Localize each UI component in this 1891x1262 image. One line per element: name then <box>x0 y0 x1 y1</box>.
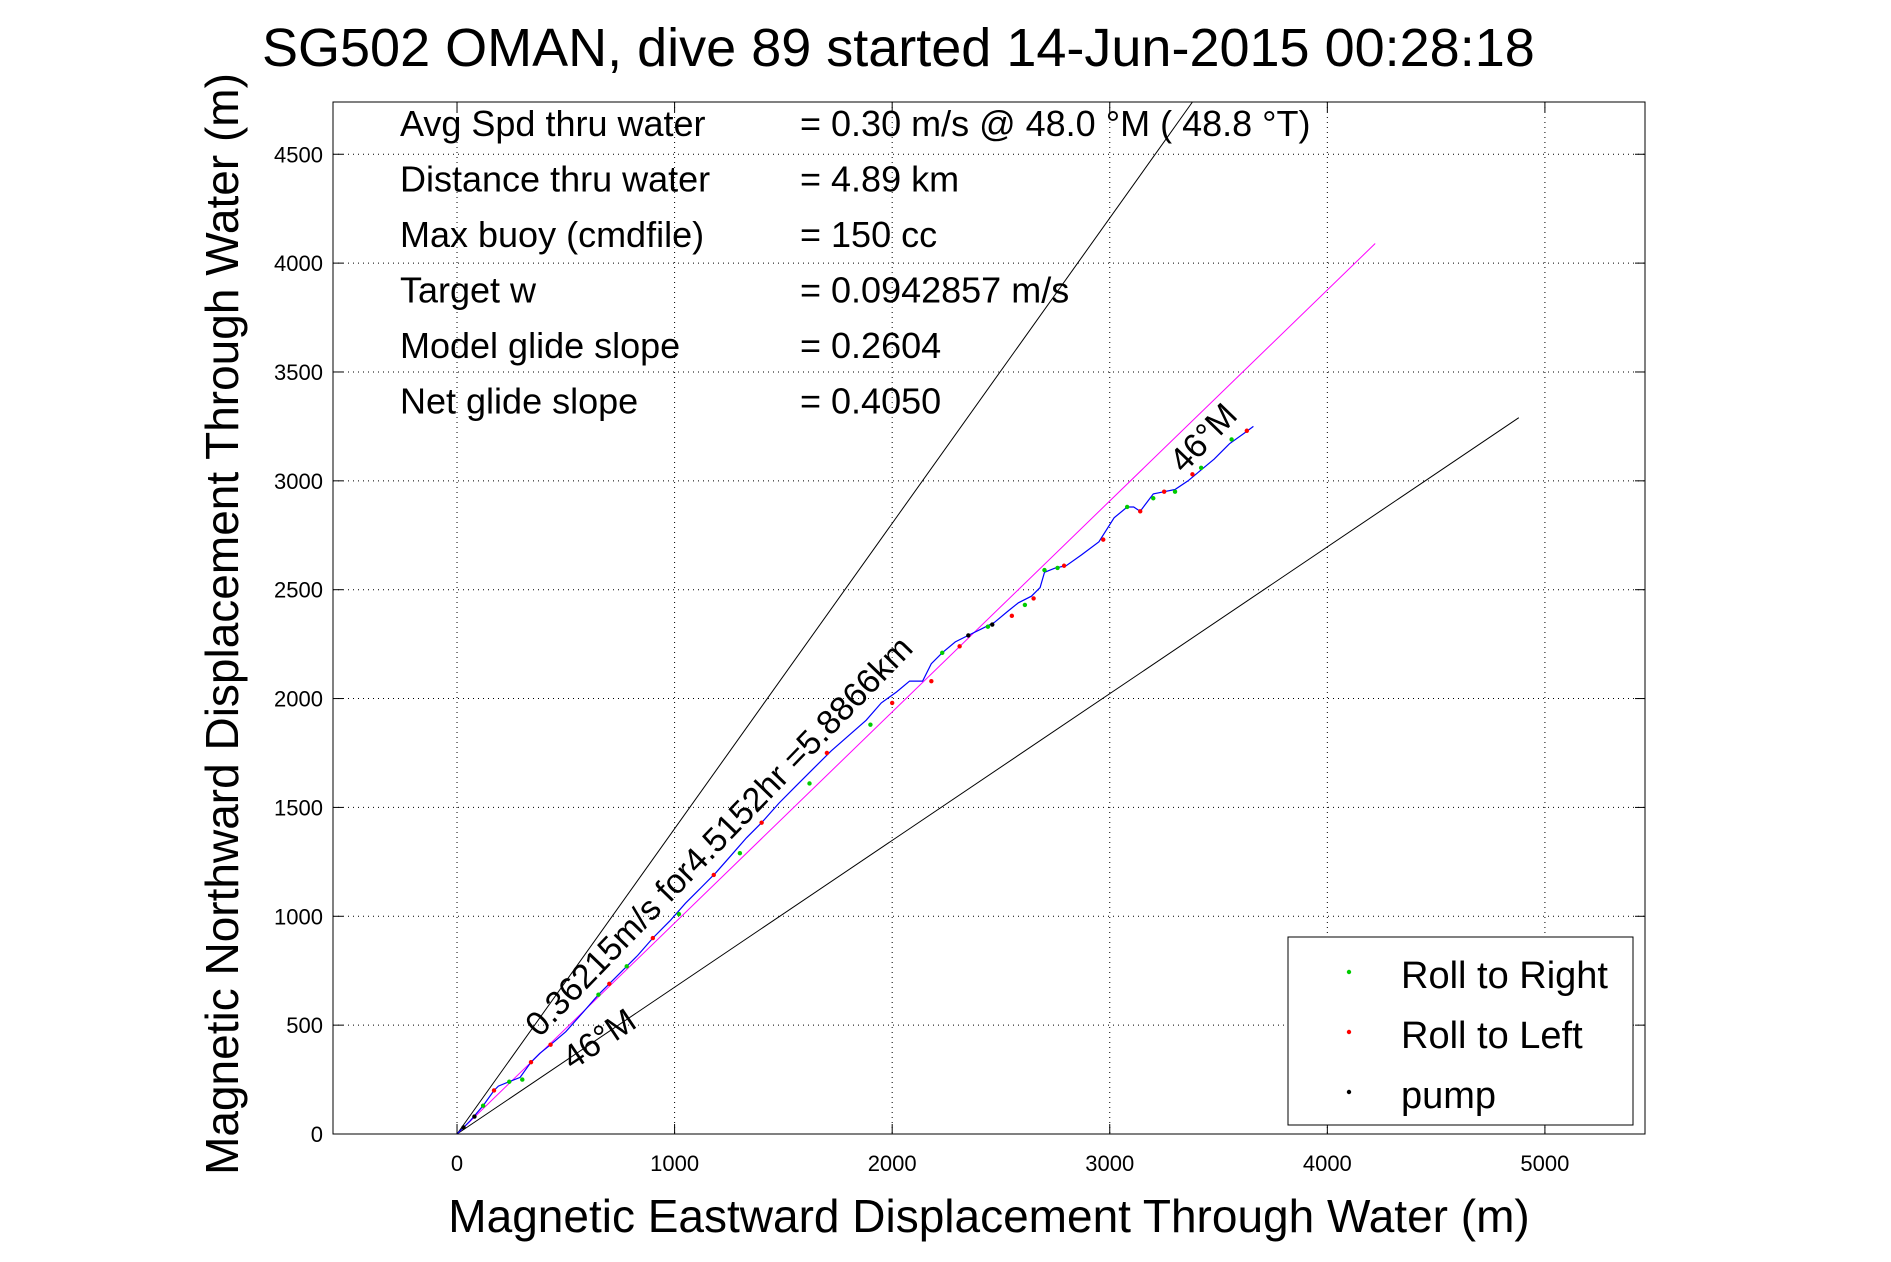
legend-label: pump <box>1401 1075 1496 1117</box>
roll-to-left-point <box>1101 537 1106 542</box>
y-tick-label: 4500 <box>274 142 323 167</box>
x-tick-label: 4000 <box>1303 1151 1352 1176</box>
stat-value: = 0.4050 <box>800 381 941 422</box>
roll-to-left-point <box>607 981 612 986</box>
legend-label: Roll to Left <box>1401 1015 1583 1057</box>
roll-to-right-point <box>676 911 682 917</box>
plot-frame <box>332 101 1646 1135</box>
y-tick-label: 1500 <box>274 795 323 820</box>
stat-label: Target w <box>400 270 537 311</box>
y-tick-label: 0 <box>311 1122 323 1147</box>
reference-line <box>456 417 1520 1135</box>
reference-line <box>456 101 1193 1135</box>
roll-to-left-point <box>824 750 830 756</box>
legend-marker <box>1346 1089 1352 1095</box>
stat-value: = 4.89 km <box>800 159 959 200</box>
x-tick-label: 0 <box>451 1151 463 1176</box>
stat-label: Model glide slope <box>400 325 680 366</box>
stat-label: Avg Spd thru water <box>400 103 706 144</box>
roll-to-left-point <box>759 820 764 825</box>
roll-to-left-point <box>957 644 962 649</box>
x-tick-label: 2000 <box>868 1151 917 1176</box>
y-tick-label: 2000 <box>274 687 323 712</box>
roll-to-left-point <box>1009 613 1015 619</box>
legend: Roll to Right Roll to Left pump <box>1287 936 1634 1126</box>
y-tick-label: 500 <box>286 1013 323 1038</box>
roll-to-right-point <box>737 850 743 856</box>
legend-marker <box>1346 969 1352 975</box>
stat-label: Max buoy (cmdfile) <box>400 214 704 255</box>
pump-point <box>966 633 971 638</box>
roll-to-right-point <box>868 722 873 727</box>
roll-to-right-point <box>1042 567 1047 573</box>
series-layer <box>456 425 1254 1135</box>
pump-point <box>461 1125 466 1130</box>
roll-to-left-point <box>1031 596 1036 601</box>
stat-value: = 0.0942857 m/s <box>800 270 1069 311</box>
roll-to-left-point <box>711 872 716 878</box>
roll-to-right-point <box>1198 465 1204 470</box>
roll-to-right-point <box>1055 565 1060 571</box>
y-tick-label: 3500 <box>274 360 323 385</box>
roll-to-right-point <box>624 964 629 969</box>
roll-to-right-point <box>940 650 945 656</box>
roll-to-right-point <box>596 992 601 997</box>
roll-to-left-point <box>528 1059 534 1065</box>
roll-to-right-point <box>1124 504 1130 510</box>
chart-title: SG502 OMAN, dive 89 started 14-Jun-2015 … <box>262 18 1535 78</box>
y-tick-label: 1000 <box>274 904 323 929</box>
roll-to-left-point <box>1244 428 1250 433</box>
roll-to-right-point <box>480 1103 486 1108</box>
roll-to-left-point <box>491 1088 497 1093</box>
legend-marker <box>1346 1029 1352 1035</box>
legend-label: Roll to Right <box>1401 955 1608 997</box>
pump-point <box>472 1114 477 1119</box>
stats-block: Avg Spd thru water = 0.30 m/s @ 48.0 °M (… <box>400 103 1311 422</box>
roll-to-right-point <box>520 1077 525 1082</box>
roll-to-right-point <box>985 624 991 629</box>
roll-to-right-point <box>507 1079 512 1084</box>
stat-value: = 150 cc <box>800 214 937 255</box>
y-tick-label: 4000 <box>274 251 323 276</box>
roll-to-left-point <box>1138 509 1143 514</box>
stat-label: Net glide slope <box>400 381 638 422</box>
roll-to-right-point <box>1172 489 1178 494</box>
roll-to-left-point <box>548 1042 553 1047</box>
y-tick-label: 2500 <box>274 578 323 603</box>
roll-to-left-point <box>929 678 934 684</box>
roll-to-left-point <box>1190 472 1195 477</box>
roll-to-right-point <box>1229 437 1234 442</box>
roll-to-left-point <box>650 935 656 941</box>
x-tick-label: 3000 <box>1085 1151 1134 1176</box>
pump-point <box>990 622 995 627</box>
y-axis-label: Magnetic Northward Displacement Through … <box>196 73 248 1175</box>
x-tick-label: 5000 <box>1520 1151 1569 1176</box>
roll-to-left-point <box>1161 489 1167 494</box>
x-tick-label: 1000 <box>650 1151 699 1176</box>
roll-to-left-point <box>889 700 895 706</box>
roll-to-left-point <box>1061 563 1067 568</box>
stat-label: Distance thru water <box>400 159 710 200</box>
roll-to-right-point <box>1022 602 1028 608</box>
roll-to-right-point <box>1151 496 1156 501</box>
y-axis: 0 500 1000 1500 2000 2500 3000 3500 4000 4500 <box>274 142 1645 1147</box>
x-axis-label: Magnetic Eastward Displacement Through W… <box>448 1190 1529 1242</box>
stat-value: = 0.2604 <box>800 325 941 366</box>
stat-value: = 0.30 m/s @ 48.0 °M ( 48.8 °T) <box>800 103 1311 144</box>
x-axis: 0 1000 2000 3000 4000 5000 <box>451 102 1569 1176</box>
legend-box <box>1287 936 1634 1126</box>
track-line <box>456 425 1254 1135</box>
y-tick-label: 3000 <box>274 469 323 494</box>
roll-to-right-point <box>807 781 812 786</box>
